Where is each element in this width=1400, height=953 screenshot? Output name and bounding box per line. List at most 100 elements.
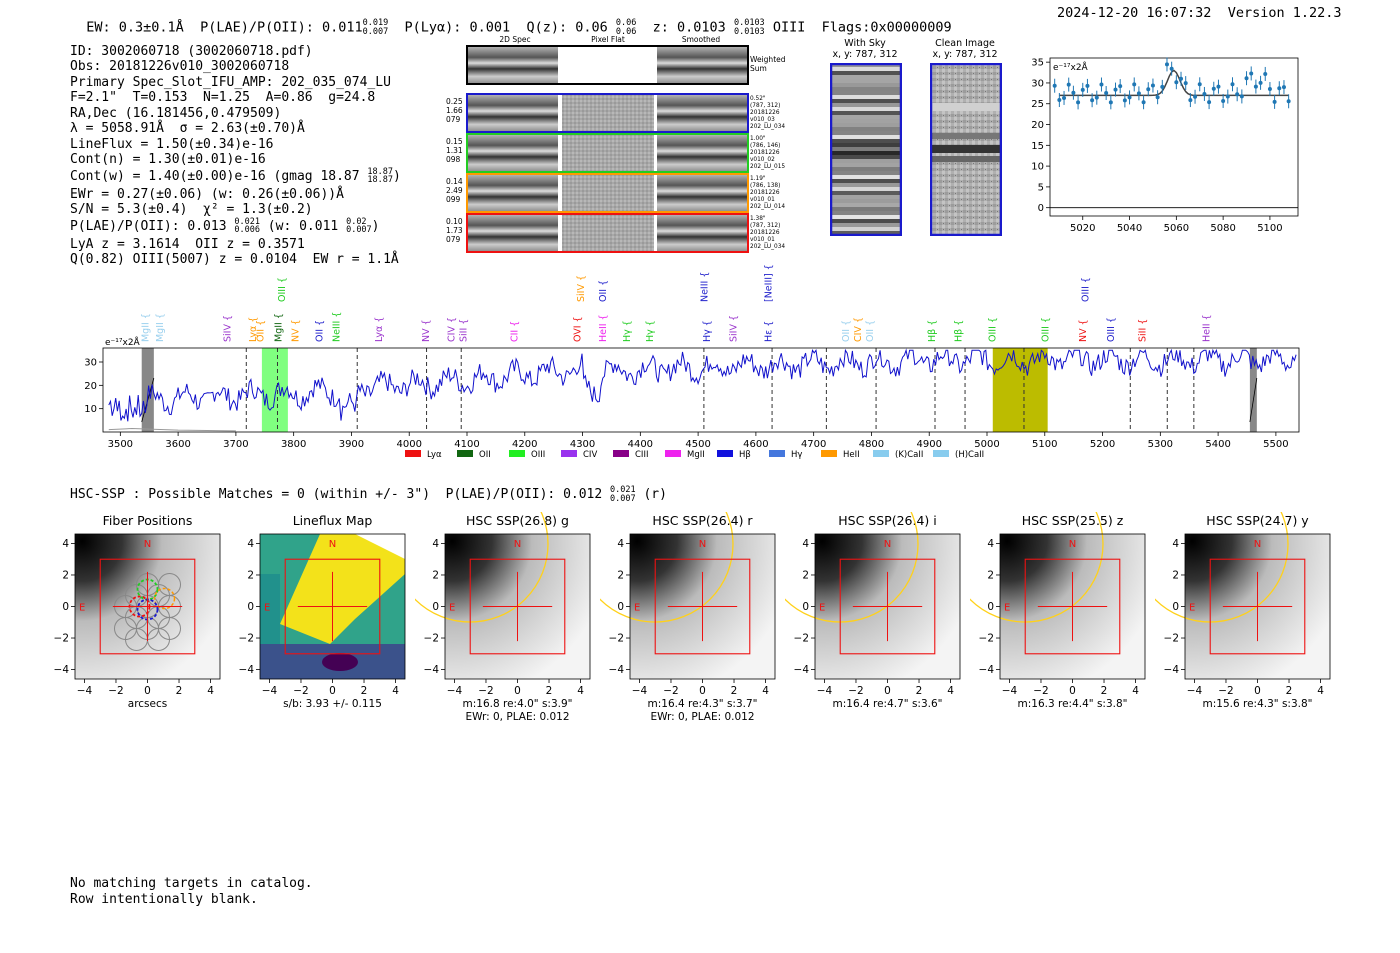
zoom-xtick: 5060 xyxy=(1164,223,1189,234)
weighted-sum-label: Weighted Sum xyxy=(750,55,786,73)
panel-figure: Lineflux Map N E −4 4 −2 2 0 0 2 −2 4 −4 s/b: 3.93 +/… xyxy=(239,513,406,710)
cutout-smoothed xyxy=(657,174,747,212)
spectrum-xtick: 5100 xyxy=(1032,439,1057,450)
east-marker: E xyxy=(449,603,455,614)
timestamp-version: 2024-12-20 16:07:32 Version 1.22.3 xyxy=(1057,5,1342,21)
zoom-point xyxy=(1108,100,1113,105)
zoom-point xyxy=(1136,91,1141,96)
panel-caption: m:16.3 re:4.4" s:3.8" xyxy=(1018,698,1128,710)
line-label: Lyα { xyxy=(374,317,385,342)
legend-label: Hγ xyxy=(791,450,802,460)
panel-xtick: 4 xyxy=(392,685,399,697)
panel-ytick: 2 xyxy=(802,569,809,581)
spectrum-xtick: 4700 xyxy=(801,439,826,450)
panel-7: HSC SSP(24.7) y N E −4 4 −2 2 0 0 2 −2 4 −4 m:15.6 re… xyxy=(1131,465,1335,731)
legend-label: (K)CaII xyxy=(895,450,923,460)
legend-label: (H)CaII xyxy=(955,450,984,460)
panel-ytick: 4 xyxy=(802,538,809,550)
with-sky-title: With Sky x, y: 787, 312 xyxy=(832,38,898,60)
panel-caption: m:16.4 re:4.7" s:3.6" xyxy=(833,698,943,710)
panel-ytick: −4 xyxy=(979,664,995,676)
panel-ytick: 2 xyxy=(1172,569,1179,581)
cutout-row-3: 0.14 2.49 099 1.19" (786, 138) 20181226 v010_0… xyxy=(446,173,785,213)
panel-title: HSC SSP(25.5) z xyxy=(1022,513,1124,528)
line-label: NV { xyxy=(1078,319,1089,342)
spectrum-plot: e⁻¹⁷x2Å 3500 3600 3700 3800 3900 4000 4100 4200… xyxy=(84,336,1300,460)
panel-ytick: 2 xyxy=(62,569,69,581)
panel-ytick: −2 xyxy=(424,633,439,645)
panel-xtick: 2 xyxy=(916,685,923,697)
cutout-flat xyxy=(562,94,654,132)
cutout-smoothed xyxy=(657,134,747,172)
panel-xtick: 0 xyxy=(514,685,521,697)
flags-value: Flags:0x00000009 xyxy=(821,19,952,36)
version: Version 1.22.3 xyxy=(1227,5,1342,21)
panel-ytick: −2 xyxy=(979,633,994,645)
line-label: Hβ { xyxy=(927,320,938,342)
panel-ytick: 4 xyxy=(617,538,624,550)
zoom-point xyxy=(1277,86,1282,91)
zoom-ylabel: e⁻¹⁷x2Å xyxy=(1053,61,1089,73)
spectrum-xtick: 5500 xyxy=(1263,439,1288,450)
spectrum-xtick: 3600 xyxy=(165,439,190,450)
cutout-left-label: 0.14 2.49 099 xyxy=(446,177,463,204)
line-label: OIII { xyxy=(277,277,288,302)
legend-swatch xyxy=(405,450,421,457)
plae-value: 0.011 xyxy=(322,19,363,36)
north-marker: N xyxy=(514,539,521,550)
east-marker: E xyxy=(1189,603,1195,614)
panel-title: HSC SSP(24.7) y xyxy=(1206,513,1309,528)
legend-item: MgII xyxy=(665,450,705,460)
panel-ytick: −2 xyxy=(1164,633,1179,645)
panel-ytick: −4 xyxy=(609,664,625,676)
legend-item: Hβ xyxy=(717,450,751,460)
timestamp: 2024-12-20 16:07:32 xyxy=(1057,5,1212,21)
legend-label: CIII xyxy=(635,450,648,460)
zoom-point xyxy=(1179,76,1184,81)
zoom-ytick: 5 xyxy=(1038,182,1044,193)
zoom-point xyxy=(1132,82,1137,87)
panel-ytick: 4 xyxy=(62,538,69,550)
spectrum-ytick: 20 xyxy=(84,381,97,392)
signal-noise: S/N = 5.3(±0.4) χ² = 1.3(±0.2) xyxy=(70,202,313,217)
panel-xtick: 0 xyxy=(699,685,706,697)
cutout-frame xyxy=(466,213,749,253)
line-name: OIII xyxy=(772,19,806,36)
line-label: OIII { xyxy=(1081,277,1092,302)
detection-band xyxy=(992,348,1048,432)
panel-5: HSC SSP(26.4) i N E −4 4 −2 2 0 0 2 −2 4 −4 m:16.4 re… xyxy=(761,465,965,731)
cutout-left-label: 0.10 1.73 079 xyxy=(446,217,463,244)
panel-title: HSC SSP(26.8) g xyxy=(466,513,569,528)
fit-params: F=2.1" T=0.153 N=1.25 A=0.86 g=24.8 xyxy=(70,90,376,105)
panel-title: Lineflux Map xyxy=(293,513,373,528)
panel-xtick: 4 xyxy=(762,685,769,697)
legend-item: HeII xyxy=(821,450,860,460)
cutout-row-2: 0.15 1.31 098 1.00" (786, 146) 20181226 v010_0… xyxy=(446,133,785,173)
cutout-rows: 0.25 1.66 079 0.52" (787, 312) 20181226 v010_0… xyxy=(446,93,785,253)
ew-value: EW: 0.3±0.1Å xyxy=(86,19,184,36)
spectrum-xtick: 3700 xyxy=(223,439,248,450)
spectrum-xtick: 4100 xyxy=(454,439,479,450)
panel-ytick: −4 xyxy=(54,664,70,676)
north-marker: N xyxy=(329,539,336,550)
legend-item: OIII xyxy=(509,450,545,460)
zoom-point xyxy=(1141,100,1146,105)
line-label: Hε { xyxy=(764,321,775,342)
aperture-box xyxy=(284,558,381,655)
legend-swatch xyxy=(933,450,949,457)
zoom-point xyxy=(1267,86,1272,91)
north-marker: N xyxy=(884,539,891,550)
panel-6: HSC SSP(25.5) z N E −4 4 −2 2 0 0 2 −2 4 −4 m:16.3 re… xyxy=(946,465,1150,731)
zoom-point xyxy=(1104,91,1109,96)
zoom-point xyxy=(1188,98,1193,103)
zoom-point xyxy=(1085,83,1090,88)
panel-title: HSC SSP(26.4) r xyxy=(652,513,753,528)
panel-ytick: 4 xyxy=(987,538,994,550)
line-label: Hγ { xyxy=(702,320,713,342)
aperture-box xyxy=(1209,558,1306,655)
line-label: SiIV { xyxy=(728,315,739,342)
legend-item: CIV xyxy=(561,450,597,460)
with-sky-image xyxy=(830,63,902,236)
obs-id: Obs: 20181226v010_3002060718 xyxy=(70,59,290,74)
